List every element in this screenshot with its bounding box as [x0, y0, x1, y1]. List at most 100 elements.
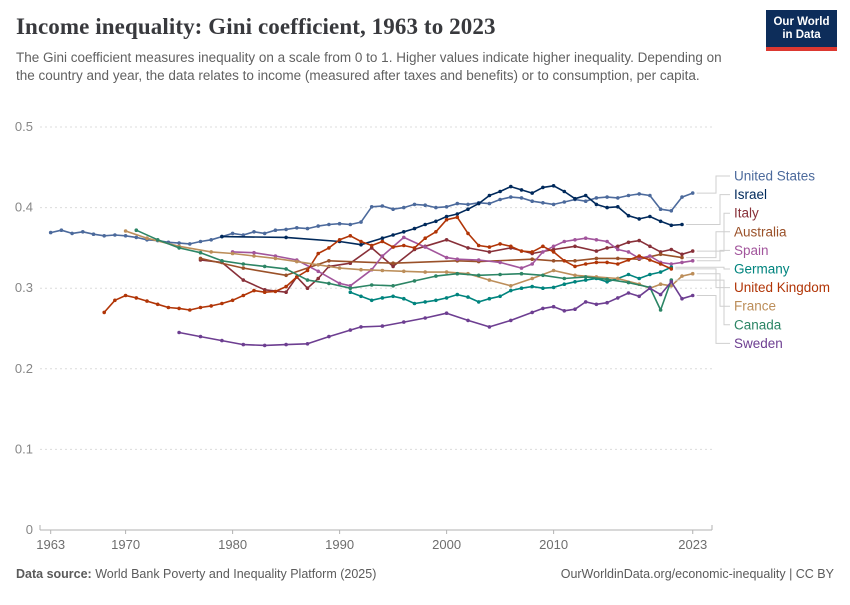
data-point-sweden: [594, 302, 599, 307]
data-point-united-states: [284, 227, 288, 232]
y-tick-label-0.2: 0.2: [15, 361, 33, 376]
legend-label-united-kingdom[interactable]: United Kingdom: [734, 280, 830, 295]
data-point-germany: [658, 270, 663, 274]
data-point-united-kingdom: [273, 289, 278, 294]
data-point-france: [573, 273, 577, 278]
data-point-united-states: [230, 231, 235, 236]
legend-label-france[interactable]: France: [734, 299, 776, 314]
data-point-israel: [434, 219, 438, 224]
data-point-united-kingdom: [220, 301, 224, 306]
legend-label-italy[interactable]: Italy: [734, 206, 759, 221]
data-point-united-kingdom: [295, 275, 299, 279]
legend-connector-germany: [675, 266, 730, 270]
data-point-united-states: [102, 234, 106, 238]
data-point-united-kingdom: [284, 284, 288, 289]
data-point-israel: [583, 193, 588, 198]
data-point-united-kingdom: [391, 245, 395, 249]
data-point-canada: [541, 273, 545, 278]
data-point-australia: [573, 259, 577, 263]
data-point-france: [145, 236, 149, 240]
data-point-united-states: [541, 201, 545, 205]
data-point-united-states: [252, 230, 256, 234]
data-point-israel: [498, 189, 502, 194]
data-point-united-kingdom: [209, 304, 213, 308]
data-point-spain: [380, 254, 385, 258]
data-point-sweden: [262, 343, 267, 348]
data-point-united-states: [337, 221, 342, 226]
legend-label-canada[interactable]: Canada: [734, 317, 782, 332]
data-point-united-states: [530, 199, 534, 203]
data-point-australia: [198, 256, 203, 261]
data-point-israel: [519, 188, 524, 192]
data-point-italy: [616, 244, 620, 249]
data-point-united-states: [81, 230, 85, 234]
legend-label-spain[interactable]: Spain: [734, 243, 769, 258]
data-point-canada: [583, 275, 588, 279]
data-point-israel: [637, 217, 641, 221]
data-point-italy: [284, 290, 288, 295]
data-point-italy: [594, 249, 599, 253]
data-point-spain: [519, 266, 524, 270]
data-point-united-states: [273, 228, 278, 232]
data-point-germany: [487, 296, 492, 301]
data-point-united-kingdom: [573, 264, 577, 269]
data-point-italy: [466, 246, 470, 250]
data-point-united-states: [626, 193, 631, 198]
data-point-united-kingdom: [316, 251, 321, 256]
legend-connector-australia: [686, 231, 730, 259]
data-point-united-kingdom: [583, 262, 588, 266]
data-point-spain: [423, 245, 428, 249]
data-point-spain: [680, 260, 684, 265]
data-point-united-states: [605, 195, 609, 199]
data-point-united-kingdom: [434, 230, 438, 234]
data-point-united-states: [369, 205, 374, 209]
data-point-france: [230, 251, 235, 256]
data-point-united-states: [434, 205, 438, 210]
data-point-israel: [466, 207, 470, 211]
data-point-israel: [594, 202, 599, 207]
data-point-italy: [690, 249, 695, 253]
data-point-spain: [530, 262, 534, 266]
legend-label-united-states[interactable]: United States: [734, 169, 815, 184]
data-point-united-states: [295, 226, 299, 230]
data-point-sweden: [690, 293, 695, 298]
data-point-united-states: [380, 204, 385, 208]
data-point-canada: [220, 259, 224, 263]
data-point-germany: [509, 288, 513, 293]
data-point-sweden: [444, 311, 449, 316]
legend-label-sweden[interactable]: Sweden: [734, 336, 783, 351]
data-point-united-kingdom: [145, 299, 149, 303]
data-point-france: [423, 270, 428, 274]
data-point-italy: [648, 244, 652, 249]
legend-label-australia[interactable]: Australia: [734, 224, 787, 239]
legend-label-germany[interactable]: Germany: [734, 262, 790, 277]
data-point-israel: [423, 222, 428, 227]
data-point-spain: [594, 238, 599, 242]
data-point-israel: [551, 184, 556, 188]
data-point-canada: [198, 250, 203, 255]
series-line-united-kingdom: [103, 216, 672, 313]
x-tick-label-1970: 1970: [111, 537, 140, 552]
data-point-united-states: [70, 231, 74, 236]
series-line-united-states: [50, 192, 693, 245]
data-point-united-kingdom: [359, 239, 363, 244]
x-tick-label-1990: 1990: [325, 537, 354, 552]
owid-logo[interactable]: Our World in Data: [766, 10, 837, 51]
data-point-united-kingdom: [626, 258, 631, 262]
data-point-united-kingdom: [230, 298, 235, 303]
data-point-united-kingdom: [605, 260, 609, 265]
data-point-spain: [444, 255, 449, 260]
data-point-united-kingdom: [380, 239, 385, 244]
data-point-canada: [155, 238, 160, 242]
data-point-united-states: [305, 226, 310, 231]
legend-label-israel[interactable]: Israel: [734, 187, 767, 202]
credit-link[interactable]: OurWorldinData.org/economic-inequality |…: [560, 567, 834, 581]
data-point-canada: [562, 276, 567, 281]
data-source-text: World Bank Poverty and Inequality Platfo…: [91, 567, 377, 581]
data-point-united-states: [123, 234, 128, 238]
data-point-france: [487, 278, 492, 282]
data-point-france: [680, 274, 684, 278]
data-point-united-kingdom: [669, 267, 674, 271]
data-point-sweden: [573, 307, 577, 312]
